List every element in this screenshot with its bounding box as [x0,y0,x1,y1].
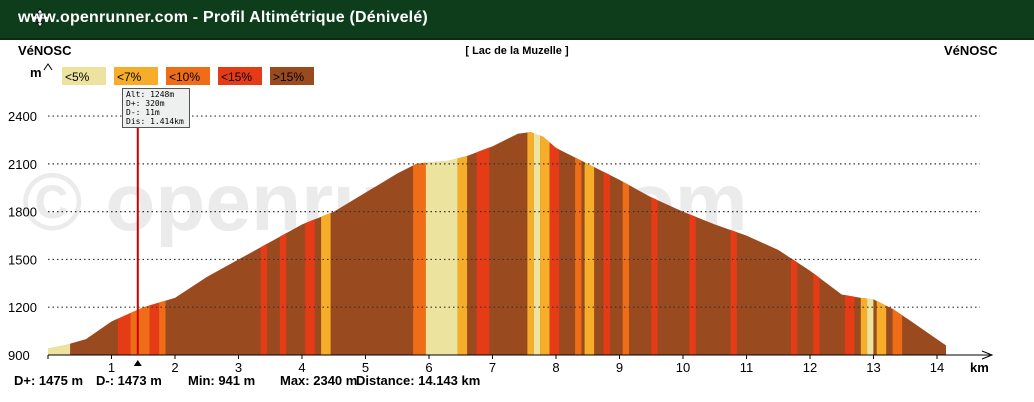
y-axis-label: m [30,65,42,80]
slope-band [622,132,629,355]
move-icon[interactable] [30,8,50,28]
legend-label: <10% [169,70,200,84]
x-tick-label: 11 [740,360,754,375]
footer-distance: Distance: 14.143 km [356,373,481,388]
x-tick-label: 1 [108,360,115,375]
x-axis-label: km [970,360,989,375]
legend-swatch [270,67,314,85]
y-tick-label: 1500 [8,252,37,267]
footer-max: Max: 2340 m [280,373,358,388]
slope-band [730,132,737,355]
y-tick-label: 2400 [8,109,37,124]
slope-band [457,132,468,355]
y-axis-arrow-icon [43,63,53,71]
slope-band [533,132,541,355]
x-tick-label: 8 [552,360,559,375]
legend-swatch [218,67,262,85]
x-tick-label: 10 [676,360,690,375]
slope-band [549,132,560,355]
x-tick-label: 4 [298,360,305,375]
x-tick-label: 9 [616,360,623,375]
slope-band [584,132,595,355]
slope-band [575,132,582,355]
legend-label: >15% [273,70,304,84]
tooltip-distance: Dis: 1.414km [126,117,184,126]
y-tick-label: 2100 [8,157,37,172]
footer-min: Min: 941 m [188,373,256,388]
legend-swatch [114,67,158,85]
footer-dplus: D+: 1475 m [14,373,84,388]
x-tick-label: 14 [930,360,944,375]
x-axis-arrow-icon [981,350,994,360]
x-tick-label: 7 [489,360,496,375]
y-tick-label: 1200 [8,300,37,315]
slope-band [321,132,331,355]
tooltip-dplus: D+: 320m [126,99,165,108]
slope-band [425,132,458,355]
slope-band [540,132,550,355]
tooltip-alt: Alt: 1248m [126,90,175,99]
legend-label: <5% [65,70,90,84]
legend-label: <15% [221,70,252,84]
tooltip-dminus: D-: 11m [126,108,160,117]
slope-band [527,132,534,355]
footer-dminus: D-: 1473 m [96,373,162,388]
slope-band [413,132,426,355]
end-label: VéNOSC [944,43,998,58]
x-tick-label: 3 [235,360,242,375]
slope-band [689,132,696,355]
window-titlebar[interactable]: www.openrunner.com - Profil Altimétrique… [0,0,1034,40]
y-tick-label: 1800 [8,205,37,220]
slope-band [305,132,315,355]
slope-band [476,132,490,355]
x-tick-label: 6 [425,360,432,375]
legend-swatch [62,67,106,85]
x-tick-label: 13 [866,360,880,375]
slope-band [603,132,610,355]
y-tick-label: 900 [8,348,30,363]
cursor-marker-icon[interactable] [133,360,142,366]
window-title: www.openrunner.com - Profil Altimétrique… [18,9,428,26]
x-tick-label: 2 [171,360,178,375]
slope-band [279,132,287,355]
chart-title: [ Lac de la Muzelle ] [465,45,569,57]
x-tick-label: 5 [362,360,369,375]
x-tick-label: 12 [803,360,817,375]
legend-swatch [166,67,210,85]
slope-band [651,132,658,355]
cursor-tooltip: Alt: 1248m D+: 320m D-: 11m Dis: 1.414km [122,88,190,128]
start-label: VéNOSC [18,43,72,58]
profile-area [48,132,947,355]
legend-label: <7% [117,70,142,84]
